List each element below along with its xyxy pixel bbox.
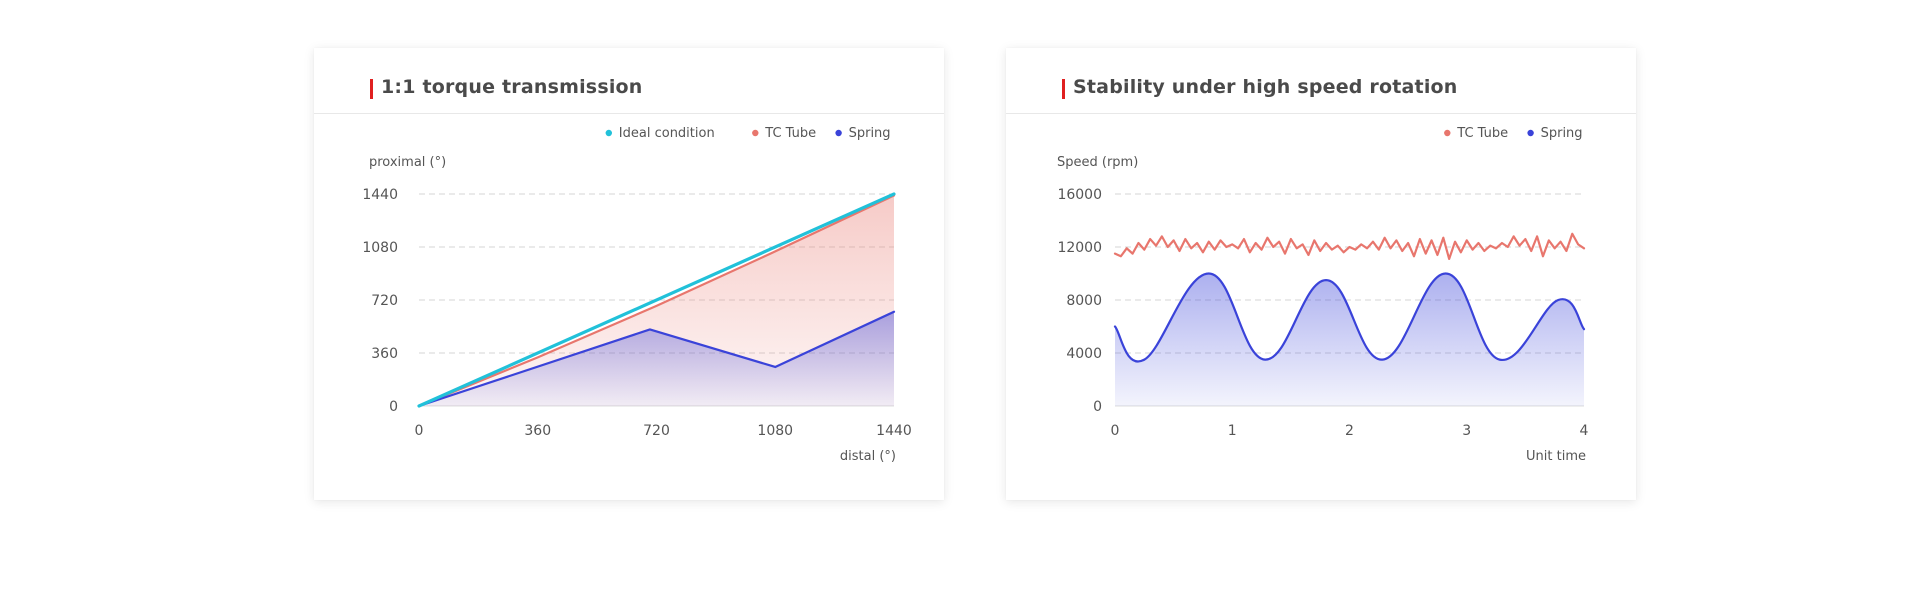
y-tick-label: 0 [1093, 399, 1102, 415]
series-area-spring [1115, 273, 1584, 406]
x-tick-label: 360 [524, 423, 551, 439]
title-accent-bar [370, 79, 373, 99]
legend-label: Ideal condition [619, 126, 715, 141]
x-tick-label: 0 [415, 423, 424, 439]
x-tick-label: 1080 [757, 423, 793, 439]
series-line-spring [417, 310, 896, 408]
y-tick-label: 360 [371, 346, 398, 362]
y-tick-label: 4000 [1066, 346, 1102, 362]
series-area-spring [419, 311, 894, 406]
series-line-tc-tube [1113, 232, 1586, 261]
legend-marker [605, 129, 612, 137]
y-tick-label: 16000 [1057, 187, 1102, 203]
stability-chart-card: Stability under high speed rotation Spee… [1006, 48, 1636, 500]
x-axis-label: Unit time [1526, 449, 1586, 464]
y-tick-label: 8000 [1066, 293, 1102, 309]
legend-marker [1444, 129, 1451, 137]
title-accent-bar [1062, 79, 1065, 99]
legend-marker [835, 129, 842, 137]
x-tick-label: 3 [1462, 423, 1471, 439]
y-tick-label: 12000 [1057, 240, 1102, 256]
x-tick-label: 2 [1345, 423, 1354, 439]
chart-title: Stability under high speed rotation [1073, 76, 1458, 98]
y-tick-label: 1440 [362, 187, 398, 203]
series-line-spring [1113, 272, 1586, 363]
legend-label: TC Tube [764, 126, 816, 141]
y-axis-label: proximal (°) [369, 155, 446, 170]
x-tick-label: 1 [1228, 423, 1237, 439]
x-tick-label: 4 [1580, 423, 1589, 439]
series-line-ideal-condition [417, 192, 896, 408]
y-tick-label: 0 [389, 399, 398, 415]
stability-chart-plot: Speed (rpm) 0 4000 8000 12000 16000 0 1 2 3 4 Unit … [1057, 126, 1589, 464]
series-area-tc-tube [419, 195, 894, 406]
torque-chart-plot: proximal (°) 0 360 720 1080 1440 0 360 720 1080 14… [362, 126, 912, 464]
torque-chart-card: 1:1 torque transmission proximal (°) 0 360… [314, 48, 944, 500]
legend-label: Spring [849, 126, 891, 141]
y-tick-label: 1080 [362, 240, 398, 256]
legend-label: Spring [1541, 126, 1583, 141]
legend-marker [752, 129, 759, 137]
legend-label: TC Tube [1456, 126, 1508, 141]
chart-title: 1:1 torque transmission [381, 76, 643, 98]
x-tick-label: 0 [1111, 423, 1120, 439]
y-axis-label: Speed (rpm) [1057, 155, 1138, 170]
card-header: Stability under high speed rotation [1006, 48, 1636, 114]
x-tick-label: 1440 [876, 423, 912, 439]
legend-marker [1527, 129, 1534, 137]
card-header: 1:1 torque transmission [314, 48, 944, 114]
x-axis-label: distal (°) [840, 449, 896, 464]
series-line-tc-tube [417, 194, 896, 408]
x-tick-label: 720 [643, 423, 670, 439]
y-tick-label: 720 [371, 293, 398, 309]
